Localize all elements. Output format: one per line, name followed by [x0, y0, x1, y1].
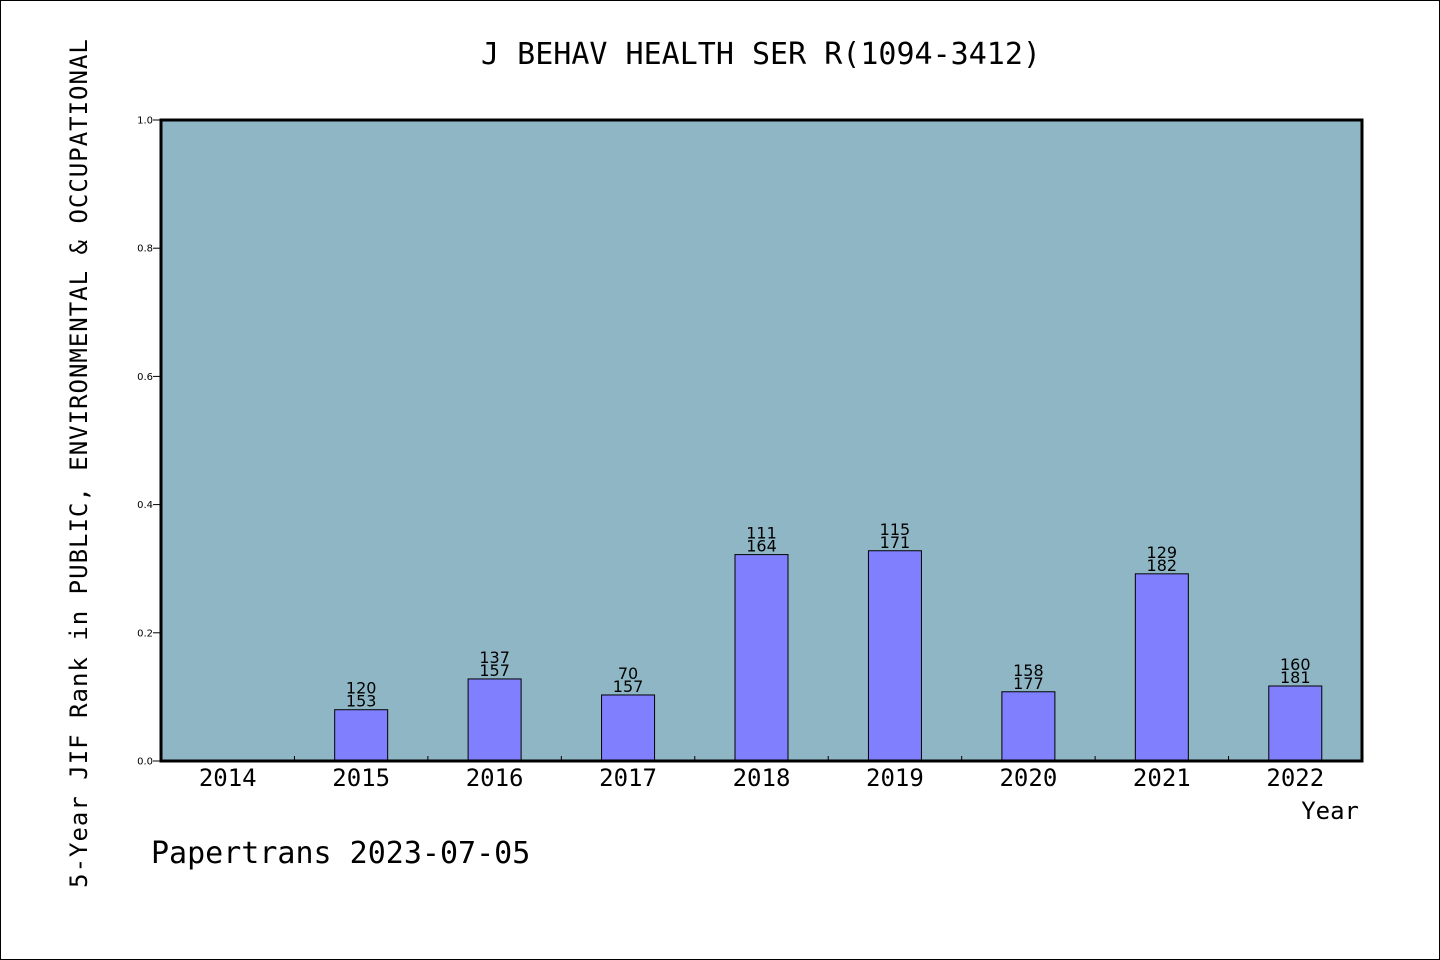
y-tick-label: 1.0 — [137, 116, 153, 127]
x-tick-label: 2015 — [332, 764, 390, 792]
bar-rank-label: 158 — [1013, 661, 1044, 680]
bar — [334, 709, 389, 762]
x-tick-label: 2019 — [866, 764, 924, 792]
y-tick-label: 0.6 — [137, 372, 153, 383]
plot-border — [159, 118, 1364, 763]
bar-total-label: 164 — [746, 537, 777, 556]
x-tick-label: 2016 — [466, 764, 524, 792]
x-tick-label: 2022 — [1266, 764, 1324, 792]
y-tick-label: 0.8 — [137, 244, 153, 255]
y-tick-label: 0.2 — [137, 628, 153, 639]
bar — [1268, 685, 1323, 762]
bar-rank-label: 120 — [346, 679, 377, 698]
bar-total-label: 181 — [1280, 668, 1311, 687]
bar — [1134, 573, 1189, 762]
x-axis: 2014 2015 2016 2017 2018 2019 2020 2021 2022 — [199, 756, 1324, 792]
bar-rank-label: 160 — [1280, 655, 1311, 674]
footer-stamp: Papertrans 2023-07-05 — [151, 836, 531, 871]
x-axis-label: Year — [1301, 797, 1359, 825]
bar-total-label: 153 — [346, 692, 377, 711]
bar-total-label: 157 — [613, 677, 644, 696]
bar-rank-label: 111 — [746, 524, 777, 543]
y-axis: 0.0 0.2 0.4 0.6 0.8 1.0 — [137, 116, 161, 768]
bar-rank-label: 137 — [479, 648, 510, 667]
chart-title: J BEHAV HEALTH SER R(1094-3412) — [481, 37, 1041, 72]
bar-rank-label: 115 — [880, 520, 911, 539]
bar — [467, 678, 522, 762]
x-tick-label: 2021 — [1133, 764, 1191, 792]
x-tick-label: 2020 — [999, 764, 1057, 792]
bar — [601, 694, 656, 762]
y-tick-label: 0.4 — [137, 500, 153, 511]
x-tick-label: 2018 — [733, 764, 791, 792]
bar-total-label: 182 — [1147, 556, 1178, 575]
bar-rank-label: 70 — [618, 664, 638, 683]
bar — [867, 550, 922, 762]
x-tick-label: 2017 — [599, 764, 657, 792]
bar-total-label: 177 — [1013, 674, 1044, 693]
bar-total-label: 157 — [479, 661, 510, 680]
x-tick-label: 2014 — [199, 764, 257, 792]
bar — [734, 554, 789, 762]
bar-rank-label: 129 — [1147, 543, 1178, 562]
bars — [334, 550, 1323, 762]
bar — [1001, 691, 1056, 762]
bar-total-label: 171 — [880, 533, 911, 552]
y-tick-label: 0.0 — [137, 757, 153, 768]
